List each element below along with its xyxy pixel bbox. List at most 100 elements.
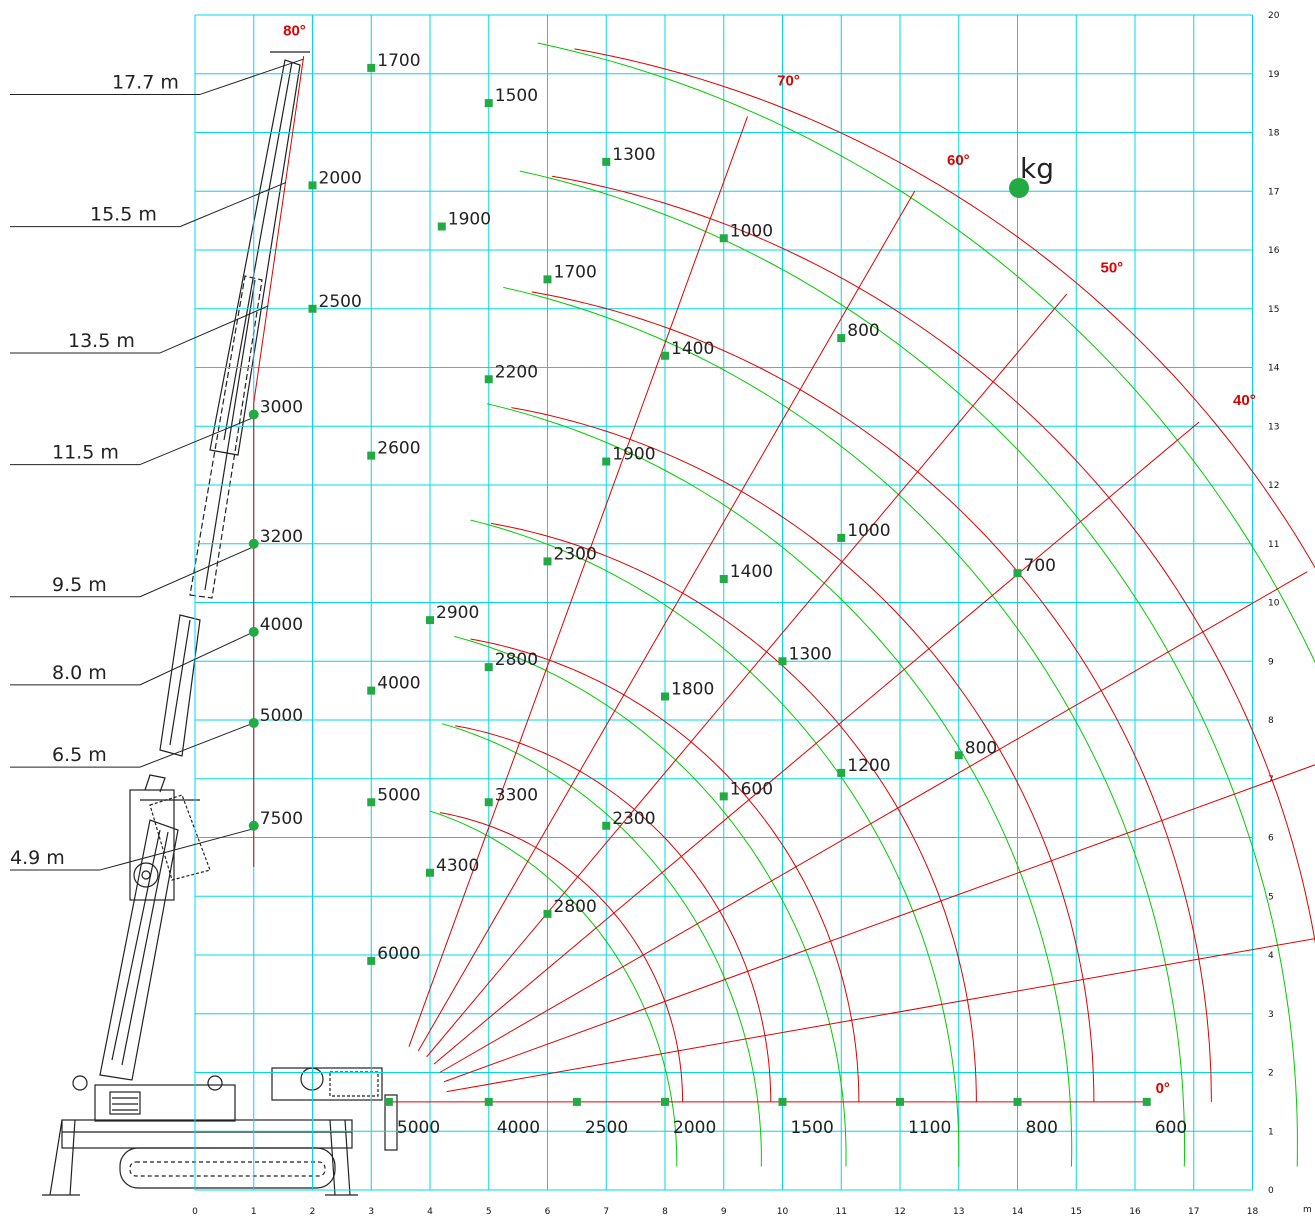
load-value-label: 2500: [585, 1118, 628, 1138]
load-value-label: 1400: [671, 339, 714, 359]
boom-length-label: 9.5 m: [52, 574, 107, 596]
load-curve: [486, 403, 1073, 1167]
load-value-label: 700: [1024, 556, 1056, 576]
boom-label-leader: [139, 631, 254, 686]
angle-labels: 0°10°20°30°40°50°60°70°80°: [283, 23, 1256, 1098]
load-curve: [441, 723, 762, 1167]
x-tick-label: 7: [603, 1207, 609, 1217]
load-point-marker: [778, 657, 787, 666]
x-tick-label: 18: [1247, 1207, 1259, 1217]
load-curve: [454, 635, 847, 1167]
load-point-marker: [1013, 1097, 1022, 1106]
chart-grid: [194, 14, 1253, 1191]
load-point-marker: [719, 234, 728, 243]
load-value-label: 600: [1155, 1118, 1187, 1138]
boom-arc: [455, 725, 772, 1102]
boom-label-leader: [139, 546, 254, 598]
load-point-marker: [837, 334, 846, 343]
load-point-marker: [602, 821, 611, 830]
load-value-label: 4000: [497, 1118, 540, 1138]
boom-length-label: 8.0 m: [52, 662, 107, 684]
load-points: 5000 4000 2500 2000 1500 1100 800 600 7500 6000 50…: [248, 51, 1187, 1138]
load-point-marker: [896, 1097, 904, 1106]
load-point-marker: [248, 820, 259, 831]
y-tick-label: 7: [1268, 775, 1274, 785]
x-tick-label: 1: [251, 1207, 257, 1217]
x-tick-label: 3: [368, 1207, 374, 1217]
x-tick-label: 6: [545, 1207, 551, 1217]
angle-ray: [443, 764, 1315, 1083]
y-tick-label: 5: [1268, 892, 1274, 902]
load-curve: [470, 519, 960, 1167]
load-value-label: 800: [965, 738, 997, 758]
load-value-label: 1000: [847, 521, 890, 541]
y-tick-label: 1: [1268, 1127, 1274, 1137]
load-value-label: 1800: [671, 680, 714, 700]
x-tick-label: 5: [486, 1207, 492, 1217]
load-value-label: 2900: [436, 603, 479, 623]
boom-arc: [490, 522, 977, 1102]
load-value-label: 1500: [791, 1118, 834, 1138]
load-point-marker: [1013, 569, 1022, 578]
load-point-marker: [248, 538, 259, 549]
load-point-marker: [661, 351, 669, 360]
load-point-marker: [543, 557, 552, 566]
load-value-label: 2300: [554, 544, 597, 564]
load-value-label: 2800: [495, 650, 538, 670]
x-tick-label: 9: [721, 1207, 727, 1217]
boom-label-leader: [139, 416, 254, 466]
load-value-label: 1300: [789, 644, 832, 664]
boom-length-labels: 4.9 m 6.5 m 8.0 m 9.5 m 11.5 m 13.5 m 15.5 m 17…: [10, 58, 304, 871]
y-tick-label: 18: [1268, 129, 1280, 139]
x-tick-label: 10: [777, 1207, 789, 1217]
load-value-label: 1400: [730, 562, 773, 582]
x-tick-label: 15: [1071, 1207, 1082, 1217]
boom-arc: [552, 175, 1315, 945]
load-value-label: 7500: [260, 809, 303, 829]
boom-label-leader: [199, 58, 304, 95]
load-value-label: 1600: [730, 779, 773, 799]
load-point-marker: [384, 1097, 393, 1106]
angle-label: 40°: [1233, 392, 1256, 409]
load-point-marker: [367, 798, 376, 807]
load-point-marker: [602, 457, 611, 466]
boom-length-label: 17.7 m: [112, 71, 179, 93]
load-point-marker: [308, 181, 317, 190]
load-value-label: 2200: [495, 362, 538, 382]
load-point-marker: [248, 626, 259, 637]
load-point-marker: [484, 663, 493, 672]
boom-arc: [574, 48, 1315, 569]
load-point-marker: [837, 533, 846, 542]
load-point-marker: [484, 99, 493, 108]
y-tick-label: 20: [1268, 11, 1280, 21]
y-tick-label: 17: [1268, 187, 1279, 197]
load-point-marker: [484, 798, 493, 807]
boom-angle-rays: [408, 116, 1315, 1093]
load-value-label: 4000: [260, 615, 303, 635]
x-tick-label: 12: [894, 1207, 905, 1217]
load-point-marker: [426, 616, 434, 625]
load-value-label: 3300: [495, 785, 538, 805]
y-tick-label: 0: [1268, 1186, 1274, 1196]
x-tick-label: 8: [662, 1207, 668, 1217]
x-tick-label: 0: [192, 1207, 198, 1217]
legend-unit-label: kg: [1020, 152, 1054, 185]
load-point-marker: [719, 575, 728, 583]
y-tick-label: 13: [1268, 422, 1279, 432]
x-tick-label: 14: [1012, 1207, 1024, 1217]
load-point-marker: [426, 868, 434, 877]
angle-label: 80°: [283, 23, 306, 40]
load-value-label: 1900: [612, 445, 655, 465]
load-value-label: 2300: [612, 809, 655, 829]
load-value-label: 4000: [377, 674, 420, 694]
load-point-marker: [248, 409, 259, 420]
unit-legend: kg: [1009, 152, 1054, 198]
boom-line-upper: [253, 56, 305, 403]
load-value-label: 2500: [319, 292, 362, 312]
load-point-marker: [543, 275, 552, 284]
y-tick-label: 11: [1268, 540, 1279, 550]
load-curve: [537, 42, 1315, 664]
load-point-marker: [661, 692, 669, 701]
load-value-label: 800: [1026, 1118, 1058, 1138]
